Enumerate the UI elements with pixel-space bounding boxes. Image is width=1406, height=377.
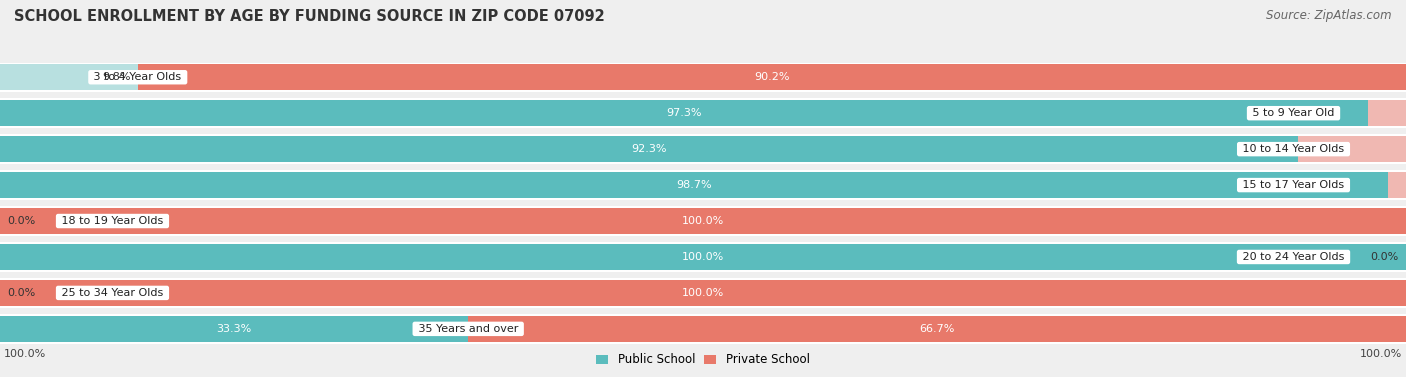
Text: 25 to 34 Year Olds: 25 to 34 Year Olds [58, 288, 167, 298]
Bar [138, 64, 1406, 90]
Bar [1388, 172, 1406, 198]
Text: 18 to 19 Year Olds: 18 to 19 Year Olds [58, 216, 167, 226]
Text: 100.0%: 100.0% [682, 252, 724, 262]
Bar [0, 316, 468, 342]
Bar [0, 244, 1406, 270]
Text: 92.3%: 92.3% [631, 144, 666, 154]
Text: 35 Years and over: 35 Years and over [415, 324, 522, 334]
Text: 10 to 14 Year Olds: 10 to 14 Year Olds [1239, 144, 1348, 154]
Text: 97.3%: 97.3% [666, 108, 702, 118]
Text: 100.0%: 100.0% [1360, 349, 1402, 359]
Text: 90.2%: 90.2% [754, 72, 790, 82]
Bar [0, 134, 1406, 164]
Text: 3 to 4 Year Olds: 3 to 4 Year Olds [90, 72, 186, 82]
Legend: Public School, Private School: Public School, Private School [592, 349, 814, 371]
Text: 20 to 24 Year Olds: 20 to 24 Year Olds [1239, 252, 1348, 262]
Text: 0.0%: 0.0% [7, 288, 35, 298]
Bar [0, 314, 1406, 343]
Bar [0, 206, 1406, 236]
Bar [0, 63, 1406, 92]
Bar [0, 242, 1406, 272]
Text: 100.0%: 100.0% [4, 349, 46, 359]
Bar [0, 136, 1298, 162]
Bar [468, 316, 1406, 342]
Bar [1298, 136, 1406, 162]
Bar [1368, 100, 1406, 126]
Text: 0.0%: 0.0% [1371, 252, 1399, 262]
Bar [0, 208, 1406, 234]
Text: Source: ZipAtlas.com: Source: ZipAtlas.com [1267, 9, 1392, 22]
Bar [0, 100, 1368, 126]
Text: 15 to 17 Year Olds: 15 to 17 Year Olds [1239, 180, 1348, 190]
Bar [0, 64, 138, 90]
Bar [0, 172, 1388, 198]
Bar [0, 278, 1406, 308]
Text: SCHOOL ENROLLMENT BY AGE BY FUNDING SOURCE IN ZIP CODE 07092: SCHOOL ENROLLMENT BY AGE BY FUNDING SOUR… [14, 9, 605, 25]
Text: 66.7%: 66.7% [920, 324, 955, 334]
Text: 33.3%: 33.3% [217, 324, 252, 334]
Text: 98.7%: 98.7% [676, 180, 711, 190]
Bar [0, 280, 1406, 306]
Text: 100.0%: 100.0% [682, 288, 724, 298]
Bar [0, 98, 1406, 128]
Text: 100.0%: 100.0% [682, 216, 724, 226]
Text: 5 to 9 Year Old: 5 to 9 Year Old [1249, 108, 1339, 118]
Text: 0.0%: 0.0% [7, 216, 35, 226]
Text: 9.8%: 9.8% [103, 72, 131, 82]
Bar [0, 170, 1406, 200]
